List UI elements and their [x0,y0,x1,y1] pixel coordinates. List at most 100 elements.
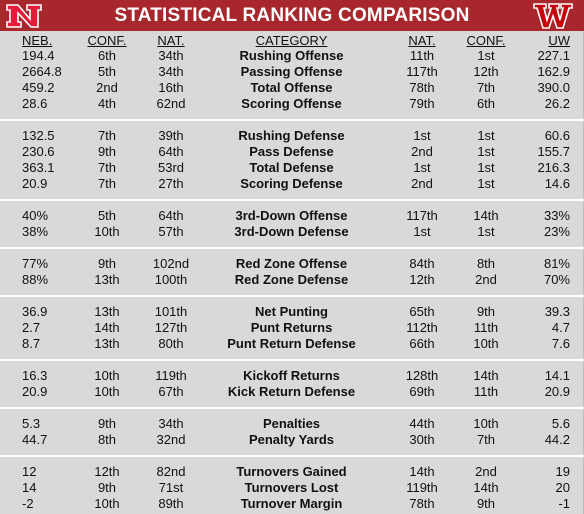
cell-uw: 14.6 [544,176,570,191]
group-divider [0,359,584,361]
cell-uw-conf: 6th [476,96,496,111]
cell-uw-nat: 117th [406,64,438,79]
cell-category: 3rd-Down Offense [235,208,348,223]
cell-uw-nat: 66th [409,336,435,351]
nebraska-n-logo [6,4,42,28]
cell-category: Turnover Margin [240,496,343,511]
cell-uw: 390.0 [537,80,570,95]
cell-uw-nat: 69th [409,384,435,399]
cell-uw-conf: 10th [473,416,499,431]
cell-neb-nat: 82nd [156,464,186,479]
cell-uw-nat: 119th [406,480,438,495]
cell-uw-conf: 11th [473,384,499,399]
cell-uw-nat: 117th [406,208,438,223]
cell-neb-nat: 34th [158,48,184,63]
cell-neb: 14 [22,480,37,495]
cell-category: Red Zone Defense [234,272,349,287]
cell-neb: 2.7 [22,320,41,335]
cell-uw-conf: 10th [473,336,499,351]
cell-neb-nat: 62nd [156,96,186,111]
cell-neb-nat: 89th [158,496,184,511]
cell-neb: 194.4 [22,48,55,63]
cell-uw: -1 [558,496,570,511]
cell-neb: 459.2 [22,80,55,95]
cell-neb-conf: 4th [97,96,117,111]
cell-neb-conf: 13th [94,272,120,287]
cell-neb-nat: 53rd [157,160,185,175]
cell-category: Punt Returns [250,320,333,335]
cell-uw-conf: 9th [476,496,496,511]
cell-neb-conf: 5th [97,208,117,223]
cell-uw-conf: 7th [476,432,496,447]
cell-uw-nat: 2nd [411,144,433,159]
wisconsin-w-logo [533,3,573,29]
cell-neb-conf: 14th [94,320,120,335]
cell-neb: 77% [22,256,49,271]
cell-uw-conf: 7th [476,80,496,95]
cell-uw: 23% [543,224,570,239]
cell-neb: 132.5 [22,128,55,143]
cell-uw-conf: 11th [473,320,499,335]
header-bar: STATISTICAL RANKING COMPARISON [0,0,584,31]
cell-uw-nat: 65th [409,304,435,319]
cell-uw-conf: 14th [473,368,499,383]
cell-category: Turnovers Lost [244,480,339,495]
cell-neb: 20.9 [22,384,48,399]
group-divider [0,199,584,201]
cell-uw: 20.9 [544,384,570,399]
cell-neb-conf: 13th [94,304,120,319]
cell-category: Scoring Defense [240,176,343,191]
cell-neb-nat: 102nd [152,256,190,271]
cell-uw: 70% [543,272,570,287]
cell-uw-conf: 2nd [475,272,497,287]
cell-neb-nat: 67th [158,384,184,399]
group-divider [0,407,584,409]
cell-uw: 26.2 [544,96,570,111]
cell-uw: 227.1 [537,48,570,63]
cell-uw: 5.6 [551,416,570,431]
cell-neb-nat: 100th [154,272,188,287]
cell-uw: 14.1 [544,368,570,383]
cell-uw-nat: 1st [413,224,431,239]
cell-category: Kickoff Returns [243,368,340,383]
group-divider [0,247,584,249]
cell-neb-nat: 27th [158,176,184,191]
cell-category: Rushing Defense [238,128,345,143]
cell-neb: 88% [22,272,49,287]
cell-neb: 28.6 [22,96,48,111]
cell-neb-nat: 57th [158,224,184,239]
cell-uw-nat: 79th [409,96,435,111]
cell-category: Rushing Offense [239,48,344,63]
column-header-neb-conf: CONF. [87,33,127,48]
cell-uw: 81% [543,256,570,271]
cell-uw: 216.3 [537,160,570,175]
cell-uw-nat: 112th [406,320,438,335]
cell-neb-conf: 7th [97,128,117,143]
cell-neb: 2664.8 [22,64,62,79]
cell-category: Turnovers Gained [236,464,347,479]
cell-uw-conf: 1st [477,176,495,191]
column-header-uw-conf: CONF. [466,33,506,48]
cell-category: Kick Return Defense [227,384,356,399]
cell-neb: 16.3 [22,368,48,383]
cell-category: Passing Offense [240,64,343,79]
cell-uw: 19 [555,464,570,479]
cell-neb-nat: 32nd [156,432,186,447]
cell-uw-nat: 30th [409,432,435,447]
column-header-category: CATEGORY [255,33,328,48]
column-header-neb-nat: NAT. [157,33,185,48]
cell-uw-conf: 14th [473,480,499,495]
cell-neb-nat: 71st [158,480,184,495]
cell-category: Red Zone Offense [235,256,348,271]
cell-uw-nat: 1st [413,160,431,175]
cell-uw-nat: 44th [409,416,435,431]
cell-neb-conf: 9th [97,256,117,271]
cell-neb: 8.7 [22,336,41,351]
column-header-uw: UW [548,33,570,48]
cell-neb-nat: 127th [154,320,188,335]
cell-uw-conf: 1st [477,160,495,175]
cell-neb-nat: 34th [158,416,184,431]
cell-uw-nat: 1st [413,128,431,143]
cell-neb-nat: 119th [155,368,187,383]
